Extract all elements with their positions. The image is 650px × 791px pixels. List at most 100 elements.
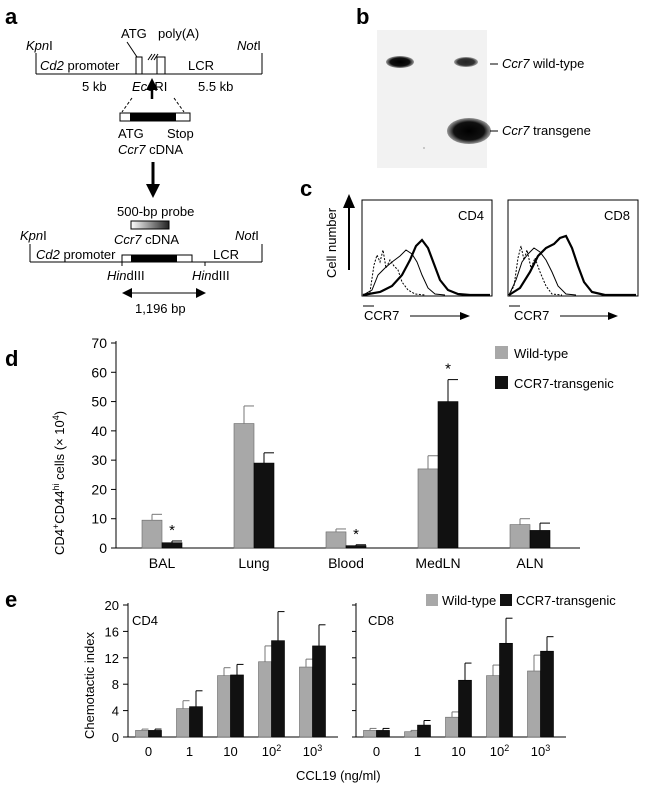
e-cd8-bar-tg-0: [376, 730, 390, 738]
e-cd4-bar-tg-0: [148, 730, 162, 738]
d-ytick-label-4: 40: [91, 423, 107, 439]
legend-d-wildtype-swatch: [495, 346, 508, 359]
insert-dash-right: [173, 97, 185, 113]
cd8-ccr7-label: CCR7: [514, 308, 549, 323]
break-mark-1: [147, 53, 153, 61]
e-cd4-bar-wt-2: [217, 675, 231, 738]
e-cd8-xtick-label-3: 102: [490, 743, 509, 759]
e-cd4-ytick-label-2: 8: [112, 677, 119, 692]
e-cd8-bar-wt-3: [486, 675, 500, 738]
cd4-ccr7-label: CCR7: [364, 308, 399, 323]
panel-e-cd4-title: CD4: [132, 613, 158, 628]
cdna-atg-label: ATG: [118, 126, 144, 141]
atg-exon-box: [135, 56, 143, 75]
blot-speck: [423, 147, 425, 149]
panel-letter-b: b: [356, 4, 369, 29]
legend-e-wildtype-swatch: [426, 594, 438, 606]
cdna-insert-coding: [130, 113, 176, 121]
right-arm-size: 5.5 kb: [198, 79, 233, 94]
not-site-label-1: NotI: [237, 38, 261, 53]
e-cd8-bar-tg-1: [417, 724, 431, 738]
e-cd4-bar-tg-3: [271, 640, 285, 738]
lane2-transgene-band: [447, 118, 491, 144]
d-xtick-label-2: Blood: [328, 555, 364, 571]
left-arm-size: 5 kb: [82, 79, 107, 94]
d-ytick-label-6: 60: [91, 364, 107, 380]
legend-e-transgenic-swatch: [500, 594, 512, 606]
polya-label: poly(A): [158, 26, 199, 41]
panel-letter-c: c: [300, 176, 312, 201]
fragment-arrow-right: [196, 288, 206, 298]
d-bar-wt-2: [325, 531, 347, 549]
e-cd4-ytick-label-5: 20: [105, 598, 119, 613]
cd8-wildtype-curve: [508, 247, 577, 296]
probe-bar: [130, 220, 170, 230]
lane1-wildtype-band: [386, 56, 414, 68]
atg-label-1: ATG: [121, 26, 147, 41]
kpn-site-label-1: KpnI: [26, 38, 53, 53]
lcr-label-1: LCR: [188, 58, 214, 73]
e-cd8-xtick-label-1: 1: [414, 744, 421, 759]
e-cd4-xtick-label-4: 103: [303, 743, 322, 759]
cd2-promoter-label-2: Cd2 promoter: [36, 247, 116, 262]
legend-d-transgenic-label: CCR7-transgenic: [514, 376, 614, 391]
ccr7-wildtype-label: Ccr7 wild-type: [502, 56, 584, 71]
break-mark-3: [153, 53, 159, 61]
d-xtick-label-4: ALN: [516, 555, 543, 571]
e-cd8-xtick-label-0: 0: [373, 744, 380, 759]
panel-letter-e: e: [5, 587, 17, 612]
e-cd4-xtick-label-2: 10: [223, 744, 237, 759]
cd4-wildtype-curve: [362, 249, 446, 296]
e-cd4-bar-tg-4: [312, 645, 326, 738]
cell-number-arrow-head: [343, 194, 355, 208]
d-bar-tg-1: [253, 462, 275, 549]
cd8-ccr7-arrow-head: [608, 312, 618, 320]
e-cd4-bar-tg-2: [230, 674, 244, 738]
e-cd4-xtick-label-1: 1: [186, 744, 193, 759]
cd4-histogram-title: CD4: [458, 208, 484, 223]
break-mark-2: [150, 53, 156, 61]
e-cd4-ytick-label-3: 12: [105, 651, 119, 666]
hindiii-label-1: HindIII: [107, 268, 145, 283]
e-cd4-bar-wt-4: [299, 666, 313, 738]
e-cd8-bar-wt-1: [404, 731, 418, 738]
cd4-isotype-curve: [362, 249, 426, 296]
panel-e-ylabel: Chemotactic index: [82, 632, 97, 739]
ccr7-cdna-label-2: Ccr7 cDNA: [114, 232, 179, 247]
cd2-promoter-label-1: Cd2 promoter: [40, 58, 120, 73]
cd8-histogram-title: CD8: [604, 208, 630, 223]
kpn-site-label-2: KpnI: [20, 228, 47, 243]
e-cd8-xtick-label-2: 10: [451, 744, 465, 759]
panel-d-bar-chart: CD4+CD44hi cells (× 104) Wild-type CCR7-…: [51, 335, 614, 571]
panel-letter-d: d: [5, 346, 18, 371]
e-cd4-ytick-label-4: 16: [105, 624, 119, 639]
e-cd8-xtick-label-4: 103: [531, 743, 550, 759]
panel-b-southern-blot: Ccr7 wild-type Ccr7 transgene: [377, 30, 591, 168]
ecori-site-label: EcoRI: [132, 79, 167, 94]
legend-d-transgenic-swatch: [495, 376, 508, 389]
panel-c-flow-histograms: Cell number CD4 CCR7 CD8 CCR7: [324, 194, 639, 323]
d-bar-tg-2: [345, 545, 367, 549]
cdna-insert-coding-2: [131, 255, 177, 262]
d-xtick-label-1: Lung: [238, 555, 269, 571]
d-bar-wt-0: [141, 519, 163, 549]
d-bar-tg-3: [437, 401, 459, 549]
insert-dash-left: [121, 97, 133, 113]
e-cd8-bar-tg-2: [458, 679, 472, 738]
panel-e-cd8-title: CD8: [368, 613, 394, 628]
d-bar-tg-0: [161, 542, 183, 549]
e-cd4-bar-wt-3: [258, 661, 272, 738]
ccr7-transgene-label: Ccr7 transgene: [502, 123, 591, 138]
panel-letter-a: a: [5, 4, 18, 29]
d-ytick-label-2: 20: [91, 481, 107, 497]
d-ytick-label-3: 30: [91, 452, 107, 468]
cell-number-label: Cell number: [324, 207, 339, 278]
fragment-arrow-left: [122, 288, 132, 298]
panel-e-xlabel: CCL19 (ng/ml): [296, 768, 381, 783]
e-cd4-bar-tg-1: [189, 706, 203, 738]
cdna-stop-label: Stop: [167, 126, 194, 141]
d-significance-3: *: [445, 361, 451, 378]
panel-a-construct-diagram: KpnI ATG poly(A) NotI Cd2 promoter LCR 5…: [20, 26, 263, 316]
lane2-wildtype-band: [454, 57, 478, 67]
atg-pointer-1: [126, 41, 138, 58]
